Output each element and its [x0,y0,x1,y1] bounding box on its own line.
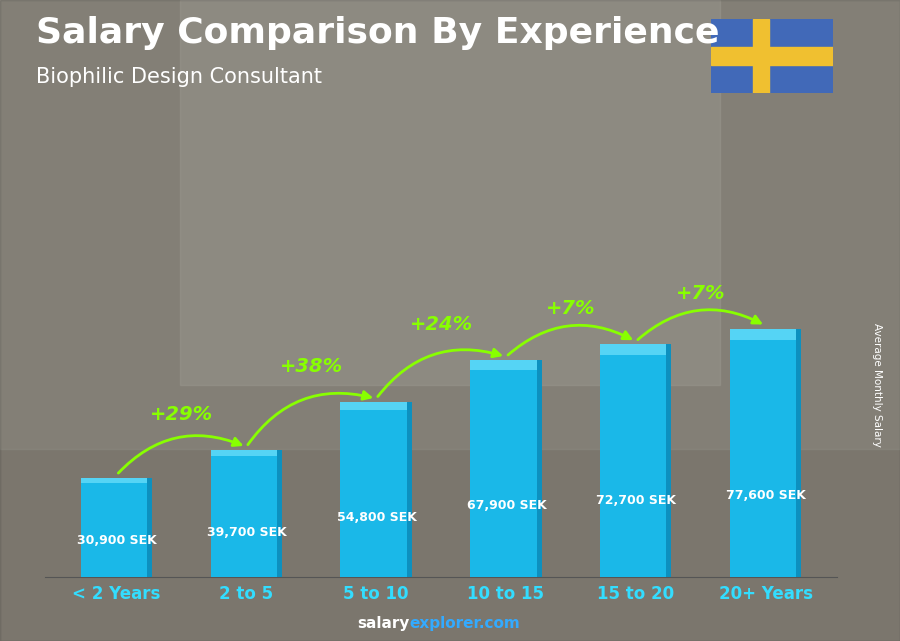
Text: explorer.com: explorer.com [410,617,520,631]
Text: +7%: +7% [676,284,725,303]
Bar [752,19,770,93]
Bar [667,344,671,577]
Text: +7%: +7% [546,299,596,319]
Bar [180,0,720,385]
Bar [536,360,542,577]
Text: +29%: +29% [149,405,213,424]
Bar [711,47,832,65]
Text: Biophilic Design Consultant: Biophilic Design Consultant [36,67,322,87]
Text: 67,900 SEK: 67,900 SEK [466,499,546,512]
Bar [340,402,412,577]
Bar [470,360,542,577]
Text: 39,700 SEK: 39,700 SEK [207,526,287,539]
Bar [407,402,412,577]
Bar [277,450,282,577]
Text: salary: salary [357,617,410,631]
Bar [147,478,152,577]
Text: 77,600 SEK: 77,600 SEK [726,490,806,503]
Bar [340,402,412,410]
Bar [600,344,671,577]
Bar [730,329,801,577]
Bar [600,344,671,355]
Text: 30,900 SEK: 30,900 SEK [77,534,157,547]
Text: +24%: +24% [410,315,472,334]
Text: 72,700 SEK: 72,700 SEK [597,494,677,507]
Text: +38%: +38% [280,356,343,376]
Bar [796,329,801,577]
Bar [211,450,282,456]
Text: Salary Comparison By Experience: Salary Comparison By Experience [36,16,719,50]
Bar [0,0,900,449]
Text: 54,800 SEK: 54,800 SEK [337,512,417,524]
Bar [211,450,282,577]
Bar [81,478,152,577]
Bar [730,329,801,340]
Bar [470,360,542,370]
Text: Average Monthly Salary: Average Monthly Salary [872,322,883,447]
Bar [81,478,152,483]
